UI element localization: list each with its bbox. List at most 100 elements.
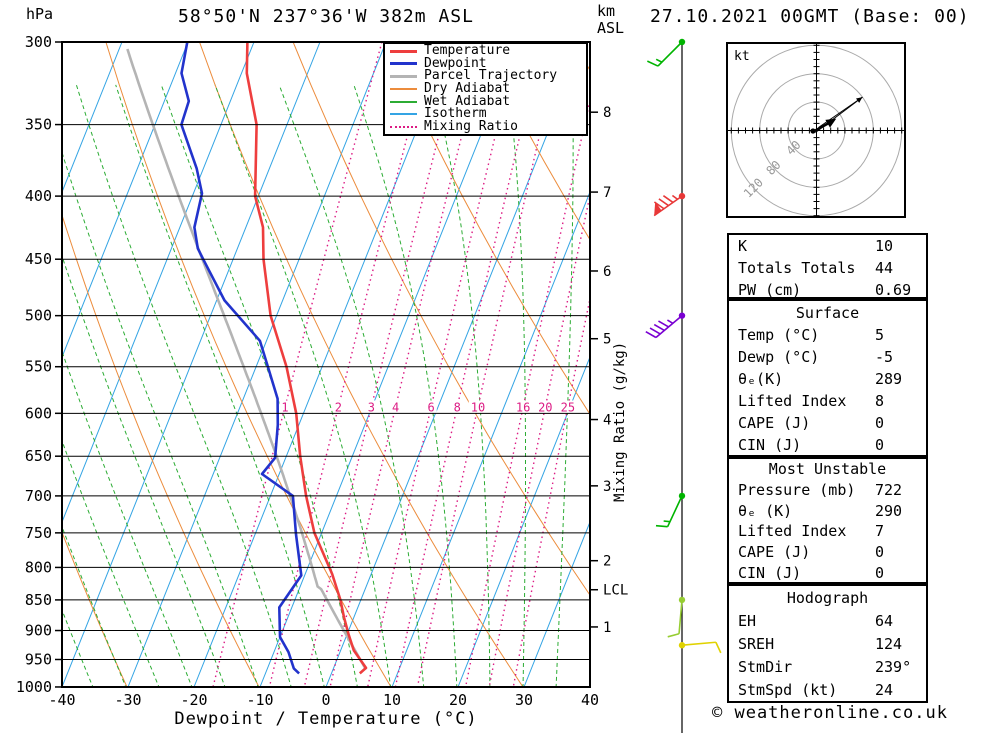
- wind-barb-pennant: [654, 201, 662, 216]
- pressure-tick-label: 350: [25, 116, 52, 134]
- mixing-ratio-line: [488, 192, 590, 687]
- wet-adiabat-line: [555, 84, 574, 687]
- altitude-axis-unit-km: km: [597, 2, 616, 20]
- mixing-ratio-line: [464, 97, 590, 687]
- wind-barb-station-dot: [678, 38, 686, 46]
- metric-value: 290: [875, 501, 903, 520]
- metric-label: CIN (J): [738, 436, 802, 454]
- km-tick-label: 6: [603, 264, 611, 280]
- legend-swatch-solid-thick: [390, 74, 417, 78]
- wind-barb-staff: [666, 495, 683, 528]
- pressure-tick-label: 500: [25, 307, 52, 325]
- mixing-ratio-label-bg: [390, 400, 402, 414]
- dry-adiabat-line: [62, 530, 128, 687]
- metric-value: 289: [875, 370, 903, 388]
- wind-barb-staff: [678, 599, 683, 634]
- wind-barb-full: [645, 330, 657, 339]
- hodograph-origin-dot: [810, 128, 816, 134]
- wind-barb-staff: [681, 641, 716, 647]
- wind-barb: [678, 641, 722, 654]
- plot-background: 1 2 3 4 6 8 10 16 20 25: [62, 42, 590, 687]
- metric-row: PW (cm) 0.69: [729, 279, 926, 301]
- wind-barb-full: [653, 201, 665, 210]
- parcel-trajectory-curve: [126, 48, 368, 671]
- metric-label: Dewp (°C): [738, 348, 820, 366]
- isotherm-line: [193, 42, 453, 687]
- pressure-tick-label: 650: [25, 447, 52, 465]
- isotherm-line: [62, 42, 189, 359]
- dry-adiabat-line: [386, 42, 590, 416]
- metric-label: Lifted Index: [738, 522, 847, 541]
- metric-value: 24: [875, 681, 894, 699]
- mixing-ratio-label: 25: [561, 401, 575, 415]
- legend-item: Mixing Ratio: [390, 120, 586, 133]
- mixing-ratio-label-bg: [513, 400, 533, 414]
- mixing-ratio-label: 4: [392, 401, 399, 415]
- dry-adiabat-line: [105, 42, 392, 687]
- pressure-tick-label: 600: [25, 404, 52, 422]
- isotherm-line: [62, 42, 321, 687]
- wet-adiabat-line: [278, 84, 425, 687]
- wet-adiabat-line: [353, 84, 458, 687]
- metric-row: Dewp (°C) -5: [729, 346, 926, 368]
- wind-barb-station-dot: [678, 492, 686, 500]
- mixing-ratio-label: 8: [454, 401, 461, 415]
- wind-barb-station-dot: [678, 596, 686, 604]
- isotherm-line: [62, 42, 255, 524]
- wind-barb-full: [647, 60, 659, 67]
- panel-surface: Surface Temp (°C) 5 Dewp (°C) -5 θₑ(K) 289 Lift…: [727, 299, 928, 457]
- isotherm-line: [62, 42, 123, 194]
- legend-label: Parcel Trajectory: [424, 68, 558, 84]
- metric-label: Pressure (mb): [738, 480, 856, 499]
- km-tick-label: 3: [603, 479, 611, 495]
- wind-barb-half: [663, 520, 671, 523]
- legend-swatch-dotted: [390, 125, 417, 128]
- wind-barb-station-dot: [678, 192, 686, 200]
- km-tick-label: 2: [603, 554, 611, 570]
- wind-barb-staff: [657, 41, 683, 67]
- metric-value: 10: [875, 237, 894, 255]
- metric-value: 5: [875, 326, 885, 344]
- mixing-ratio-label: 1: [281, 401, 288, 415]
- mixing-ratio-line: [303, 42, 464, 687]
- metric-value: 0: [875, 414, 885, 432]
- x-axis-label: Dewpoint / Temperature (°C): [174, 709, 478, 729]
- wind-barb-full: [658, 320, 669, 328]
- metric-row: θₑ(K) 289: [729, 368, 926, 390]
- dewpoint-curve: [180, 42, 303, 675]
- wet-adiabat-line: [433, 84, 491, 687]
- metric-label: PW (cm): [738, 281, 802, 299]
- temperature-tick-label: 10: [383, 691, 401, 709]
- dry-adiabat-line: [479, 42, 590, 241]
- metric-row: K 10: [729, 235, 926, 257]
- mixing-ratio-label-bg: [279, 400, 291, 414]
- metric-label: StmDir: [738, 658, 793, 676]
- arrow-head: [825, 118, 837, 128]
- mixing-ratio-line: [394, 42, 543, 687]
- wind-barb: [647, 38, 686, 67]
- pressure-tick-label: 450: [25, 250, 52, 268]
- wind-barb-full: [658, 198, 669, 207]
- metric-label: CAPE (J): [738, 414, 811, 432]
- km-tick-label: 8: [603, 105, 611, 121]
- metric-row: θₑ (K) 290: [729, 501, 926, 522]
- hodograph-unit-label: kt: [734, 49, 750, 64]
- legend-label: Dry Adiabat: [424, 80, 511, 96]
- panel-title: Surface: [795, 304, 860, 322]
- mixing-ratio-line: [212, 42, 383, 687]
- mixing-ratio-label-bg: [536, 400, 555, 414]
- mixing-ratio-line: [512, 295, 590, 687]
- wind-barb-staff: [655, 315, 683, 339]
- legend-item: Dry Adiabat: [390, 80, 586, 96]
- temperature-tick-label: -40: [48, 691, 75, 709]
- panel-indices: K 10 Totals Totals 44 PW (cm) 0.69: [727, 233, 928, 299]
- wet-adiabat-line: [115, 84, 326, 687]
- wet-adiabat-line: [508, 84, 526, 687]
- legend-swatch-solid-thick: [390, 49, 417, 53]
- metric-label: EH: [738, 612, 757, 630]
- wind-barb: [667, 596, 686, 638]
- isotherm-line: [391, 190, 590, 687]
- km-tick-label: 4: [603, 413, 611, 429]
- panel-title: Most Unstable: [768, 460, 887, 478]
